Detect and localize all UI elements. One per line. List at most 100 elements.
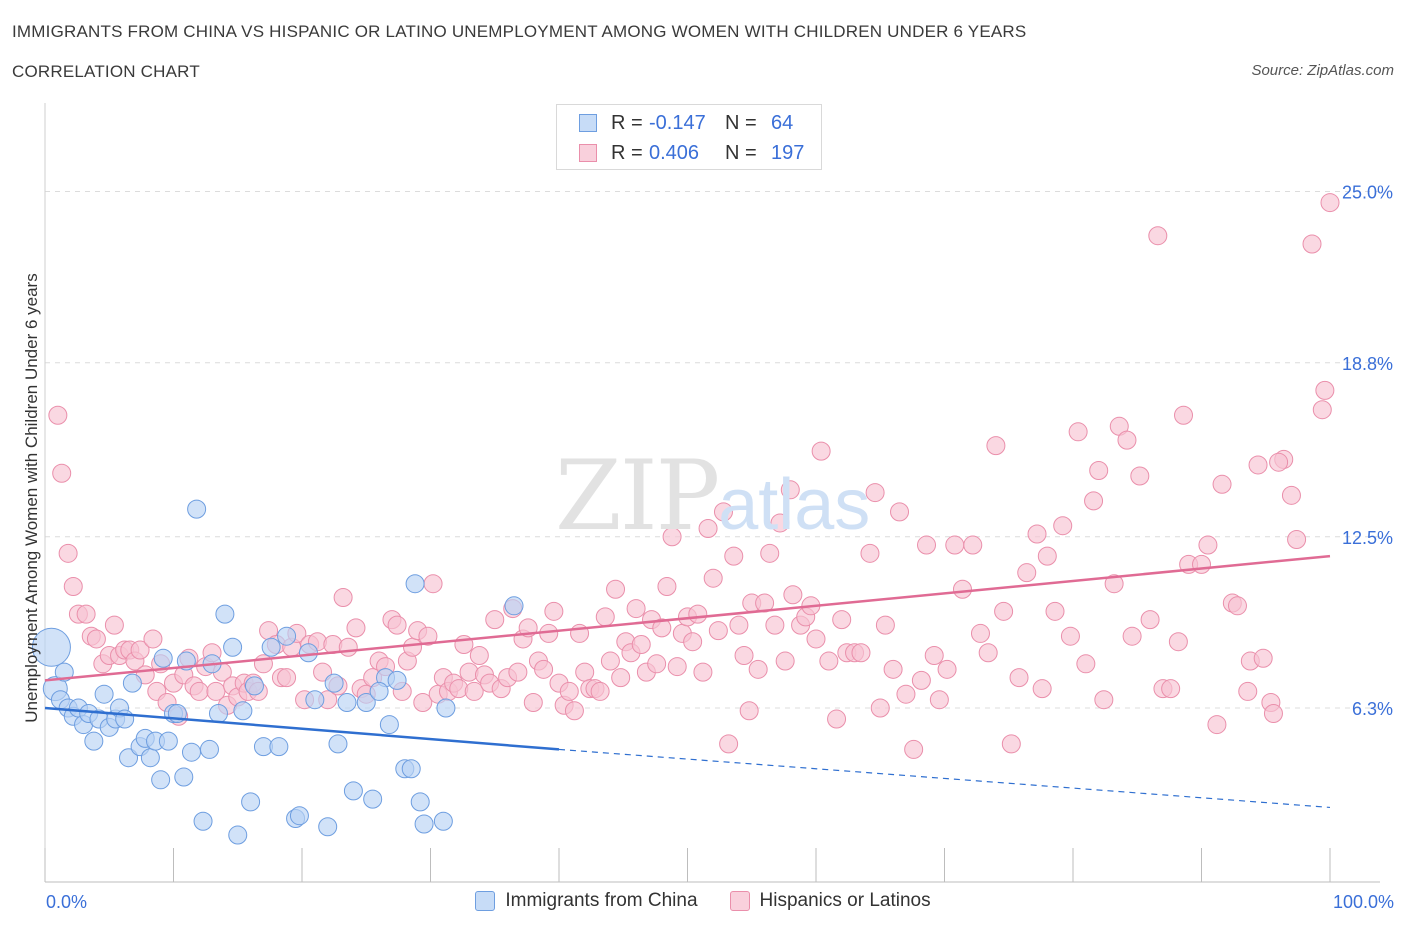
hispanic-point: [564, 701, 584, 721]
y-tick-labels: 6.3% 12.5% 18.8% 25.0%: [1342, 183, 1393, 719]
axes: [44, 103, 1380, 883]
hispanic-point: [1312, 400, 1332, 420]
hispanic-point: [647, 654, 667, 674]
hispanic-point: [1140, 610, 1160, 630]
hispanic-point: [413, 692, 433, 712]
trend-lines: [44, 554, 1331, 809]
hispanic-point: [703, 568, 723, 588]
hispanic-point: [606, 579, 626, 599]
china-point: [401, 759, 421, 779]
legend-item-china: Immigrants from China: [475, 890, 698, 912]
hispanic-point: [346, 618, 366, 638]
hispanic-point: [1076, 654, 1096, 674]
legend-swatch-hispanic: [579, 144, 597, 162]
hispanic-point: [1287, 530, 1307, 550]
series-legend: Immigrants from China Hispanics or Latin…: [0, 890, 1406, 912]
china-point: [387, 670, 407, 690]
hispanic-point: [994, 601, 1014, 621]
china-point: [228, 825, 248, 845]
hispanic-point: [739, 701, 759, 721]
n-value: 197: [771, 141, 805, 164]
china-point: [261, 637, 281, 657]
china-point: [289, 806, 309, 826]
hispanic-point: [986, 436, 1006, 456]
hispanic-point: [724, 546, 744, 566]
r-label: R =: [611, 141, 643, 164]
hispanic-point: [693, 662, 713, 682]
hispanic-point: [875, 615, 895, 635]
hispanic-point: [652, 618, 672, 638]
hispanic-point: [1315, 380, 1335, 400]
hispanic-point: [1320, 193, 1340, 213]
china-point: [369, 681, 389, 701]
chart-subtitle: CORRELATION CHART: [12, 62, 200, 81]
legend-swatch-china: [579, 114, 597, 132]
hispanic-point: [559, 681, 579, 701]
y-tick-label: 12.5%: [1342, 528, 1393, 548]
hispanic-point: [595, 607, 615, 627]
china-point: [356, 692, 376, 712]
hispanic-point: [1212, 474, 1232, 494]
hispanic-point: [924, 646, 944, 666]
hispanic-point: [1017, 563, 1037, 583]
china-point: [436, 698, 456, 718]
legend-item-hispanic: Hispanics or Latinos: [729, 890, 931, 912]
hispanic-point: [760, 543, 780, 563]
hispanic-point: [783, 585, 803, 605]
hispanic-point: [1253, 648, 1273, 668]
hispanic-point: [1198, 535, 1218, 555]
hispanic-point: [883, 659, 903, 679]
hispanic-point: [770, 513, 790, 533]
hispanic-point: [890, 502, 910, 522]
hispanic-point: [683, 632, 703, 652]
china-trend-extension: [558, 748, 1331, 809]
hispanic-point: [1094, 690, 1114, 710]
chart-title: IMMIGRANTS FROM CHINA VS HISPANIC OR LAT…: [12, 22, 1027, 41]
hispanic-point: [1238, 681, 1258, 701]
r-value: 0.406: [649, 141, 700, 164]
hispanic-point: [464, 681, 484, 701]
hispanic-point: [860, 543, 880, 563]
hispanic-point: [729, 615, 749, 635]
hispanic-point: [63, 576, 83, 596]
hispanic-point: [904, 739, 924, 759]
hispanic-point: [1001, 734, 1021, 754]
hispanic-point: [806, 629, 826, 649]
hispanic-point: [1192, 554, 1211, 574]
hispanic-point: [1281, 485, 1301, 505]
hispanic-point: [590, 681, 610, 701]
hispanic-point: [748, 659, 768, 679]
hispanic-point: [929, 690, 949, 710]
china-point: [277, 626, 297, 646]
china-point: [181, 742, 201, 762]
source-credit: Source: ZipAtlas.com: [1251, 62, 1394, 79]
hispanic-point: [313, 662, 333, 682]
china-point: [94, 684, 114, 704]
hispanic-point: [523, 692, 543, 712]
hispanic-point: [713, 502, 733, 522]
hispanic-point: [1263, 704, 1283, 724]
hispanic-point: [911, 670, 931, 690]
china-point: [318, 817, 338, 837]
hispanic-point: [937, 659, 957, 679]
legend-label-china: Immigrants from China: [505, 890, 698, 911]
hispanic-point: [104, 615, 124, 635]
hispanic-point: [58, 543, 78, 563]
hispanic-point: [719, 734, 739, 754]
china-point: [328, 734, 348, 754]
china-point: [193, 811, 213, 831]
hispanic-point: [469, 646, 489, 666]
hispanic-point: [449, 679, 469, 699]
hispanic-point: [896, 684, 916, 704]
hispanic-point: [688, 604, 708, 624]
hispanic-point: [1104, 574, 1124, 594]
hispanic-point: [423, 574, 443, 594]
correlation-legend: R = -0.147 N = 64 R = 0.406 N = 197: [556, 104, 822, 170]
hispanic-point: [870, 698, 890, 718]
hispanic-point: [1053, 516, 1073, 536]
hispanic-point: [1227, 596, 1247, 616]
china-point: [140, 748, 160, 768]
hispanic-point: [917, 535, 937, 555]
hispanic-point: [76, 604, 96, 624]
hispanic-point: [48, 405, 68, 425]
